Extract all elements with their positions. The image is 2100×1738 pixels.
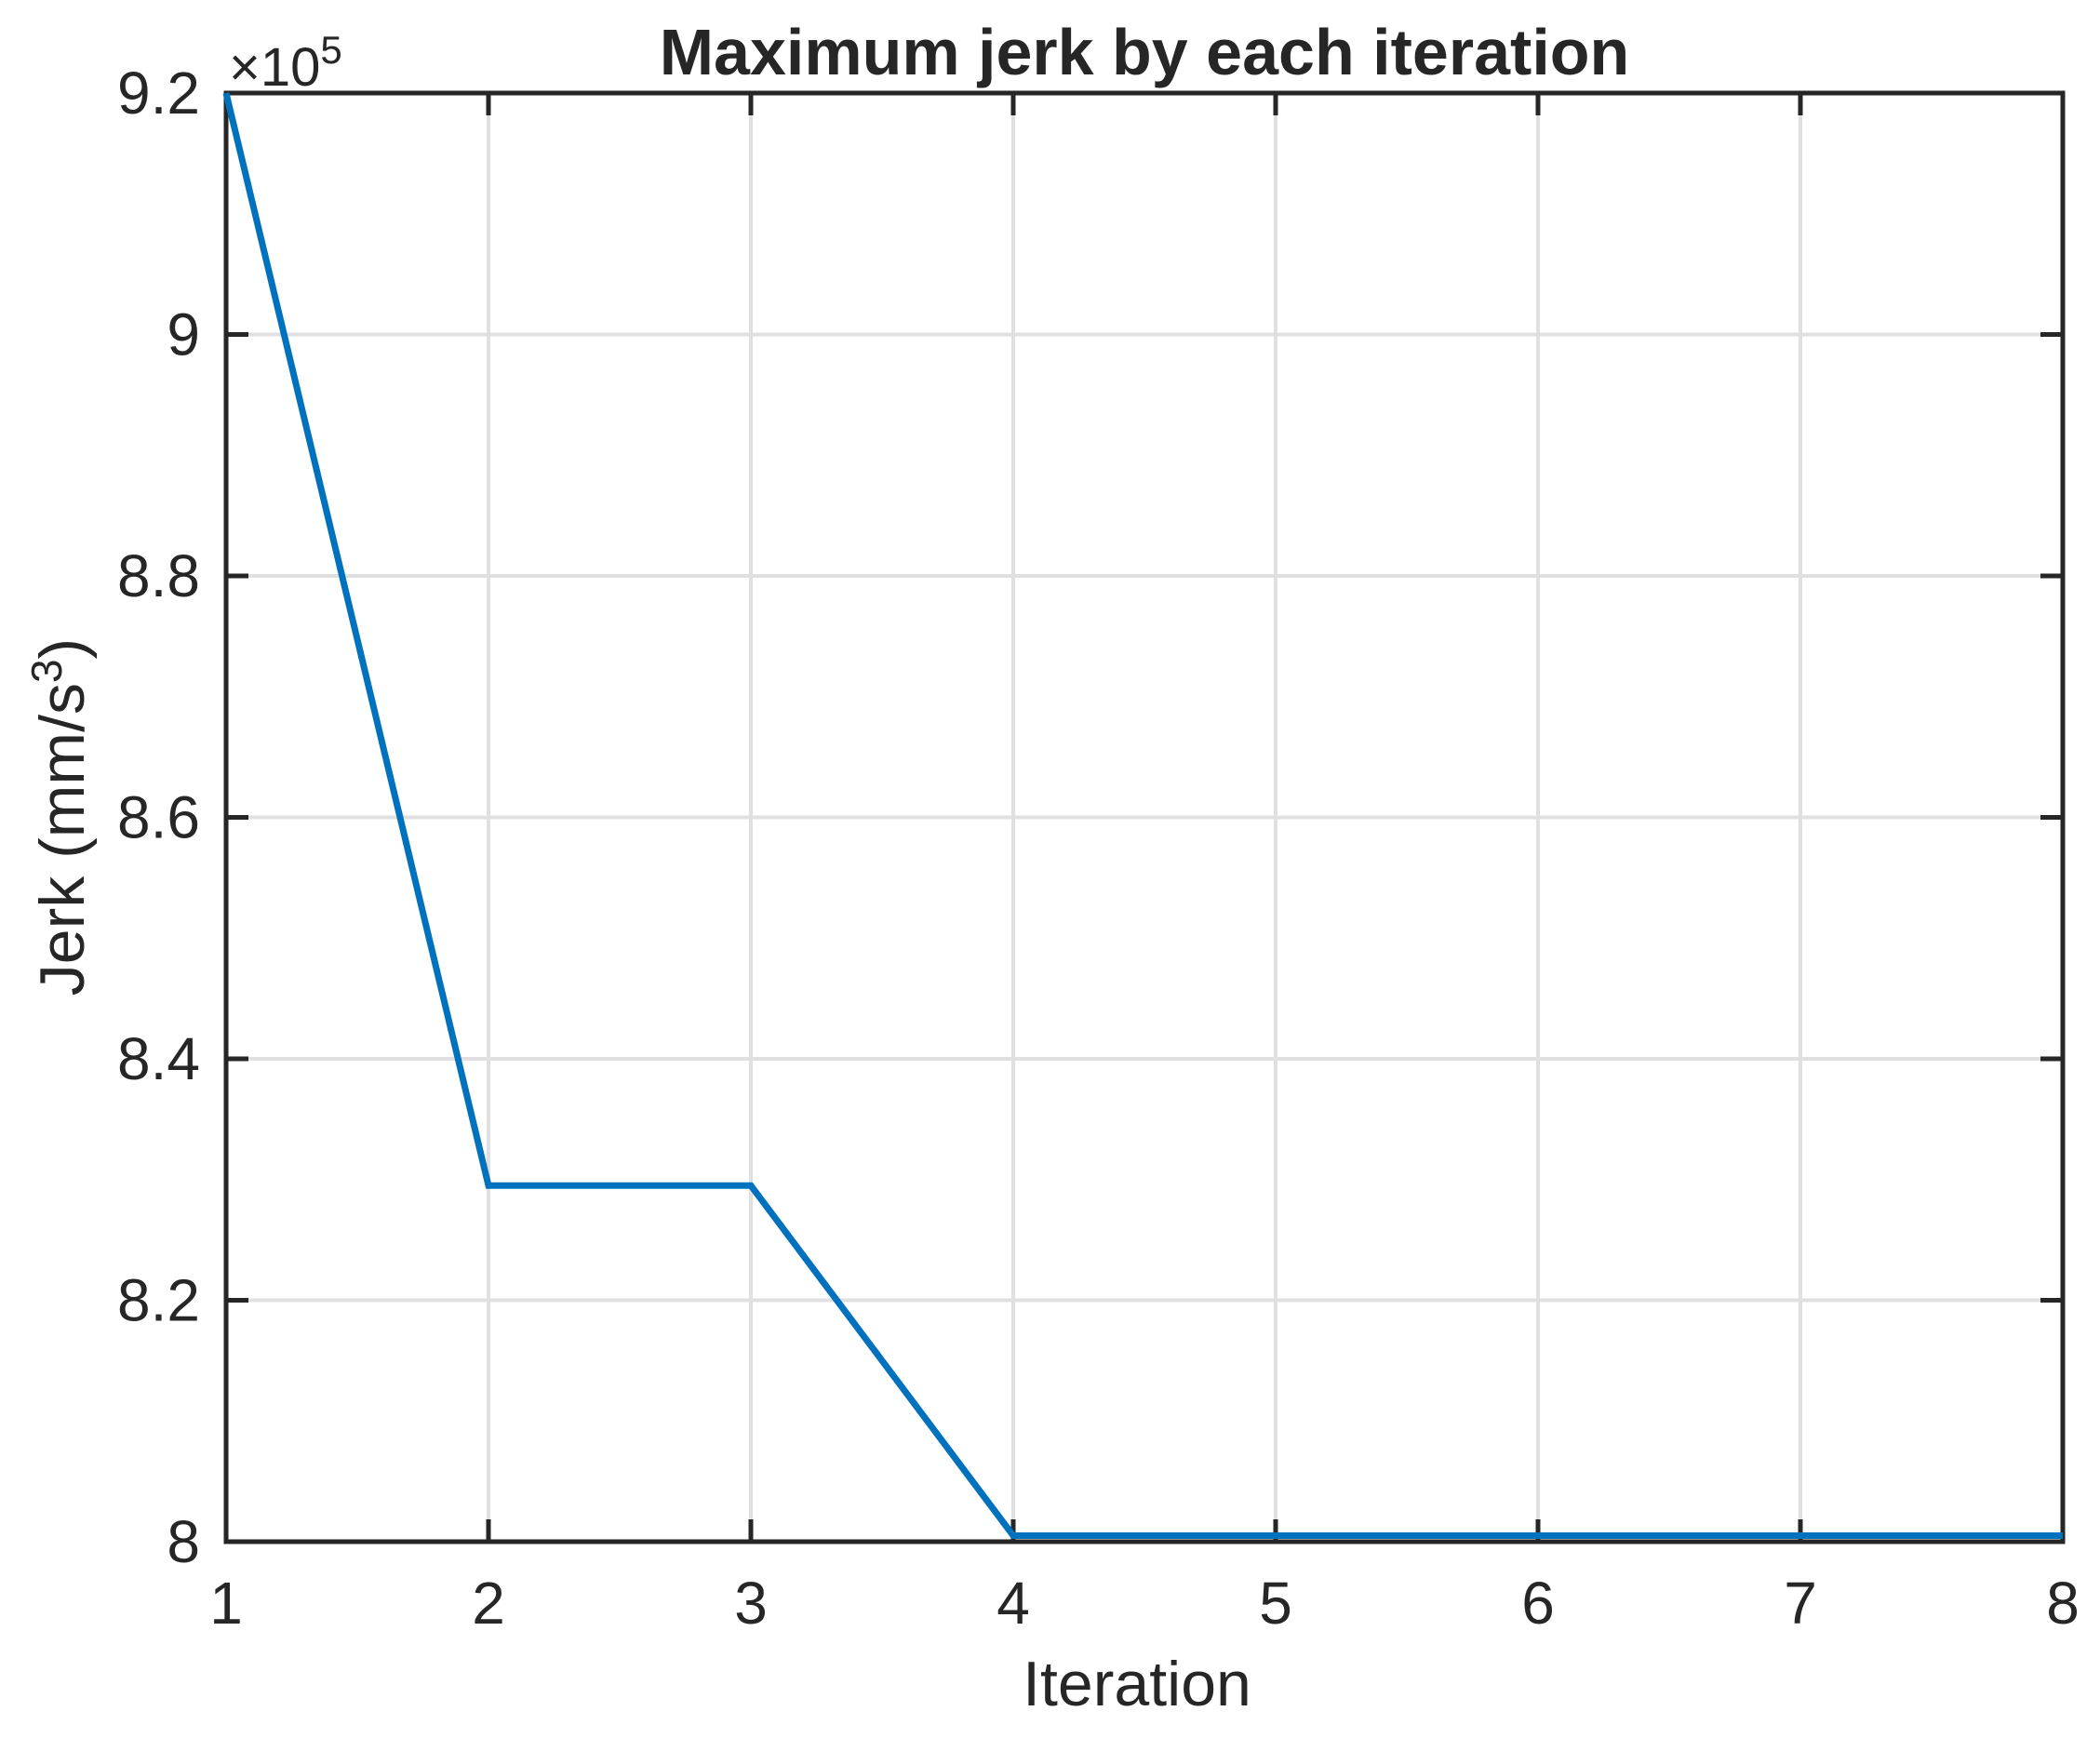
x-axis-label: Iteration [1023, 1649, 1251, 1719]
x-tick-label: 7 [1784, 1570, 1817, 1637]
y-tick-label: 8.6 [117, 784, 200, 851]
x-tick-label: 6 [1521, 1570, 1555, 1637]
y-tick-label: 9 [167, 301, 200, 368]
y-tick-label: 8.2 [117, 1267, 200, 1334]
y-axis-label: Jerk (mm/s3) [22, 638, 98, 996]
x-tick-label: 3 [734, 1570, 768, 1637]
max-jerk-line [222, 92, 2063, 1540]
x-tick-label: 1 [209, 1570, 243, 1637]
plot-box [223, 90, 2066, 1544]
chart-title: Maximum jerk by each iteration [660, 16, 1630, 88]
y-tick-label: 8.8 [117, 542, 200, 609]
y-tick-label: 9.2 [117, 60, 200, 127]
x-tick-label: 4 [996, 1570, 1030, 1637]
grid-layer [224, 91, 2065, 1544]
x-tick-labels: 1 2 3 4 5 6 7 8 [209, 1570, 2080, 1637]
x-tick-label: 5 [1259, 1570, 1292, 1637]
y-tick-label: 8.4 [117, 1025, 200, 1092]
y-axis-multiplier: ×105 [229, 28, 342, 98]
x-tick-label: 2 [472, 1570, 505, 1637]
y-tick-label: 8 [167, 1508, 200, 1575]
y-tick-labels: 8 8.2 8.4 8.6 8.8 9 9.2 [117, 60, 200, 1575]
x-tick-label: 8 [2046, 1570, 2080, 1637]
